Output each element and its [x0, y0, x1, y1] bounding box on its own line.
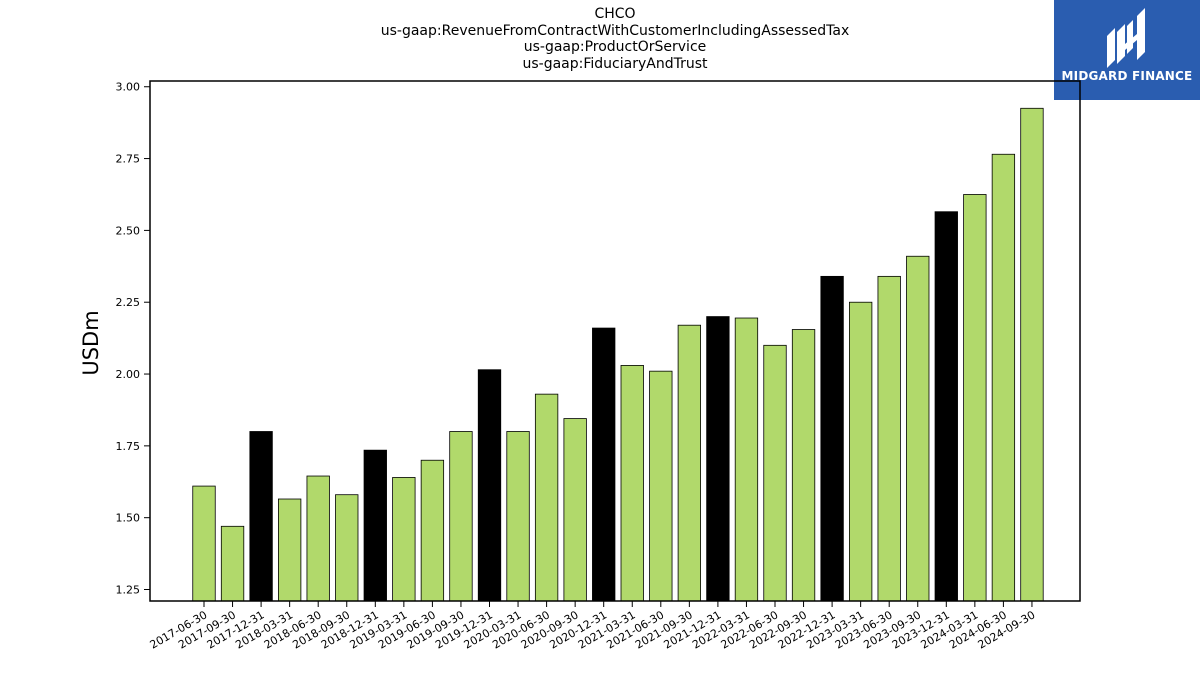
chart-title: CHCO [594, 6, 636, 22]
bar-2024-09-30 [1020, 107, 1044, 602]
bar-2019-12-31 [477, 369, 502, 602]
y-tick-label: 2.25 [116, 296, 141, 309]
bar-2021-12-31 [706, 316, 730, 602]
bar-2023-03-31 [849, 301, 873, 602]
y-tick-label: 2.50 [116, 224, 141, 237]
bar-2022-06-30 [763, 344, 787, 602]
bar-2019-09-30 [449, 431, 473, 602]
chart-subtitle-concept: us-gaap:RevenueFromContractWithCustomerI… [380, 22, 850, 39]
y-tick-label: 3.00 [116, 81, 141, 94]
x-axis: 2017-06-302017-09-302017-12-312018-03-31… [148, 601, 1037, 652]
y-axis: 1.25 1.50 1.75 2.00 2.25 2.50 2.75 3.00 [116, 81, 150, 597]
brand-name: MIDGARD FINANCE [1061, 69, 1193, 83]
bar-2018-03-31 [277, 498, 302, 602]
bar-2019-03-31 [392, 477, 416, 602]
bar-2020-06-30 [534, 393, 559, 602]
bar-2019-06-30 [420, 459, 445, 602]
bar-2022-09-30 [791, 329, 816, 602]
bar-2021-09-30 [677, 324, 701, 602]
bar-2020-03-31 [506, 431, 530, 602]
bar-2018-12-31 [363, 449, 387, 602]
chart-subtitle-member: us-gaap:FiduciaryAndTrust [522, 55, 708, 72]
y-tick-label: 2.75 [116, 153, 141, 166]
bar-2020-12-31 [592, 327, 616, 602]
bar-2018-06-30 [306, 475, 330, 602]
bar-series [192, 107, 1044, 602]
bar-2023-06-30 [877, 275, 901, 602]
bar-2017-12-31 [249, 431, 273, 602]
brand-logo: MIDGARD FINANCE [1054, 0, 1200, 100]
midgard-logo-icon [1107, 8, 1145, 68]
y-tick-label: 1.75 [116, 440, 141, 453]
y-tick-label: 2.00 [116, 368, 141, 381]
bar-2020-09-30 [563, 418, 587, 602]
y-tick-label: 1.50 [116, 512, 141, 525]
bar-2021-06-30 [649, 370, 673, 602]
bar-2017-09-30 [220, 525, 245, 602]
bar-2024-06-30 [991, 153, 1016, 602]
bar-2023-12-31 [934, 211, 958, 602]
bar-2017-06-30 [192, 485, 216, 602]
bar-2022-12-31 [820, 275, 844, 602]
chart-title-block: CHCO us-gaap:RevenueFromContractWithCust… [150, 6, 1080, 72]
bar-2023-09-30 [906, 255, 930, 602]
bar-2024-03-31 [963, 194, 987, 602]
bar-2021-03-31 [620, 365, 644, 602]
bar-2018-09-30 [335, 494, 359, 602]
chart-subtitle-axis: us-gaap:ProductOrService [523, 39, 707, 55]
y-axis-label: USDm [79, 310, 103, 375]
y-tick-label: 1.25 [116, 584, 141, 597]
plot-frame [149, 80, 1081, 602]
bar-2022-03-31 [734, 317, 759, 602]
